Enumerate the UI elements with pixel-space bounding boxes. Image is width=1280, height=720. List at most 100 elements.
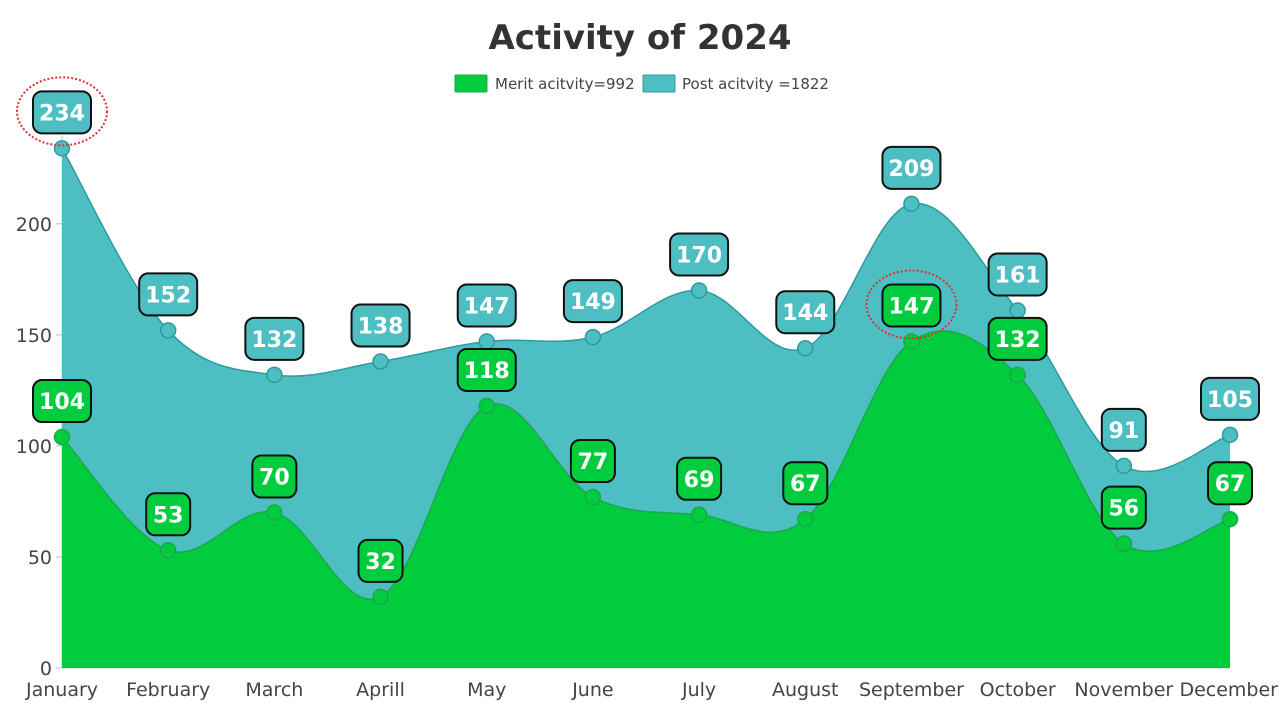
legend[interactable]: Merit acitvity=992 Post acitvity =1822 <box>454 74 829 93</box>
data-label: 105 <box>1200 376 1260 421</box>
data-label: 209 <box>881 145 942 190</box>
data-label: 67 <box>1207 461 1253 506</box>
data-label: 149 <box>562 279 623 324</box>
data-label: 147 <box>456 283 517 328</box>
x-tick-label: November <box>1074 679 1173 701</box>
plot-area <box>61 147 1231 668</box>
data-label-text: 170 <box>676 243 722 268</box>
chart-title: Activity of 2024 <box>488 18 791 58</box>
data-label-text: 147 <box>888 295 934 320</box>
data-label-box <box>676 456 723 501</box>
data-label-text: 56 <box>1109 497 1140 522</box>
data-point[interactable] <box>372 588 389 606</box>
data-label-text: 152 <box>145 283 191 308</box>
data-label-box <box>881 283 942 328</box>
data-label-box <box>138 272 199 317</box>
data-label: 170 <box>669 232 730 277</box>
data-label-text: 105 <box>1207 388 1253 413</box>
data-point[interactable] <box>478 397 495 415</box>
data-point[interactable] <box>903 333 920 350</box>
legend-label-merit: Merit acitvity=992 <box>495 75 635 93</box>
data-point[interactable] <box>1115 535 1133 552</box>
data-point[interactable] <box>159 322 177 339</box>
data-point[interactable] <box>690 506 708 524</box>
data-label-box <box>357 538 404 583</box>
data-point[interactable] <box>266 504 283 521</box>
data-labels: 104 53 70 32 118 77 69 67 147 132 56 67 234 152 132 138… <box>32 90 1260 583</box>
x-tick-label: June <box>571 679 613 701</box>
x-tick-label: September <box>859 679 964 701</box>
data-label-box <box>782 461 829 506</box>
data-label-box <box>32 90 92 135</box>
data-label-box <box>569 438 616 483</box>
data-label: 161 <box>987 252 1048 297</box>
x-tick-label: January <box>25 679 98 701</box>
data-label-text: 132 <box>251 328 297 353</box>
data-label: 32 <box>357 538 404 583</box>
data-point[interactable] <box>53 140 71 157</box>
data-label-text: 104 <box>39 390 85 415</box>
data-point[interactable] <box>1009 302 1026 319</box>
data-points <box>53 140 1239 606</box>
data-point[interactable] <box>1115 457 1133 475</box>
data-label: 138 <box>350 303 411 348</box>
y-axis: 0 50 100 150 200 <box>16 135 63 680</box>
data-point[interactable] <box>797 510 814 528</box>
data-point[interactable] <box>797 339 814 357</box>
data-label-text: 69 <box>684 468 715 493</box>
data-label-text: 161 <box>995 263 1041 288</box>
data-point[interactable] <box>372 353 389 370</box>
data-label: 53 <box>145 492 192 537</box>
data-point[interactable] <box>584 488 602 506</box>
data-point[interactable] <box>53 428 71 446</box>
data-label-box <box>987 252 1048 297</box>
data-label: 234 <box>32 90 92 135</box>
data-label: 91 <box>1100 407 1147 452</box>
data-label-box <box>1200 376 1260 421</box>
data-label-box <box>1207 461 1253 506</box>
x-tick-label: August <box>772 679 839 701</box>
data-label-box <box>244 316 305 361</box>
data-label-text: 118 <box>464 359 510 384</box>
legend-label-post: Post acitvity =1822 <box>682 75 829 93</box>
legend-swatch-merit <box>454 74 488 93</box>
y-tick-label: 200 <box>16 214 52 236</box>
data-label-box <box>1100 485 1147 530</box>
data-label-text: 147 <box>464 295 510 320</box>
data-label: 70 <box>251 454 298 499</box>
data-label-text: 32 <box>365 550 396 575</box>
data-point[interactable] <box>478 333 495 350</box>
x-tick-label: December <box>1179 679 1278 701</box>
data-label-text: 149 <box>570 290 616 315</box>
data-point[interactable] <box>1221 426 1239 444</box>
x-tick-label: Aprill <box>356 679 405 701</box>
data-label-box <box>32 379 92 424</box>
data-label-box <box>145 492 192 537</box>
data-point[interactable] <box>903 195 920 213</box>
data-point[interactable] <box>1009 366 1026 384</box>
data-point[interactable] <box>690 282 708 299</box>
data-label: 118 <box>456 347 517 392</box>
data-label: 69 <box>676 456 723 501</box>
data-label: 104 <box>32 379 92 424</box>
data-label: 144 <box>775 290 836 335</box>
x-tick-label: July <box>681 679 716 701</box>
data-label-box <box>775 290 836 335</box>
data-label-text: 67 <box>1215 472 1246 497</box>
data-label: 147 <box>881 283 942 328</box>
highlight-ellipse <box>16 76 108 147</box>
data-point[interactable] <box>584 328 602 346</box>
highlight-annotations <box>16 76 958 340</box>
data-label-box <box>350 303 411 348</box>
data-point[interactable] <box>159 542 177 559</box>
series-area <box>62 330 1230 668</box>
data-label-box <box>456 347 517 392</box>
data-point[interactable] <box>1221 510 1239 528</box>
highlight-ellipse <box>865 269 958 340</box>
data-label-text: 67 <box>790 472 821 497</box>
data-point[interactable] <box>266 366 283 384</box>
data-label-box <box>669 232 730 277</box>
data-label-text: 53 <box>153 503 184 528</box>
data-label: 67 <box>782 461 829 506</box>
